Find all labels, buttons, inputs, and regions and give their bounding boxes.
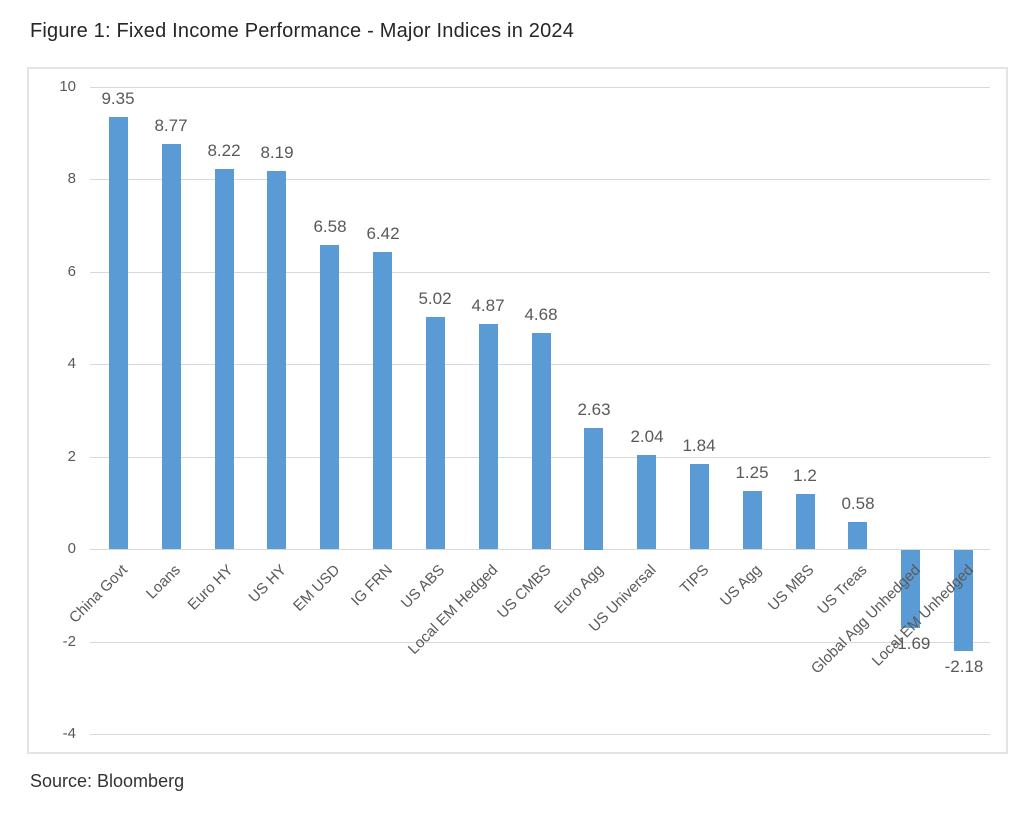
x-axis-label: Local EM Hedged xyxy=(404,561,502,658)
value-label: 6.58 xyxy=(313,217,347,236)
x-axis-label: US ABS xyxy=(397,561,449,612)
value-label: -1.69 xyxy=(891,634,931,653)
value-label: 5.02 xyxy=(418,289,452,308)
value-label: 8.22 xyxy=(207,141,241,160)
chart-area: 10 8 6 4 2 0 -2 -4 9.35 China Govt 8.77 Loans 8.22 Eu… xyxy=(27,67,1008,754)
bar-us-mbs xyxy=(796,494,815,549)
bar-ig-frn xyxy=(373,252,392,549)
value-label: 8.19 xyxy=(260,143,294,162)
figure-title: Figure 1: Fixed Income Performance - Maj… xyxy=(30,20,575,42)
value-label: 0.58 xyxy=(841,494,875,513)
bar-loans xyxy=(162,144,181,549)
bar-us-hy xyxy=(267,171,286,549)
y-axis-tick: -2 xyxy=(62,633,76,650)
bar-us-treas xyxy=(848,522,867,549)
x-axis-label: IG FRN xyxy=(347,561,396,610)
value-label: -2.18 xyxy=(944,657,984,676)
y-axis-tick: 0 xyxy=(67,540,76,557)
value-label: 4.87 xyxy=(471,296,505,315)
value-label: 4.68 xyxy=(524,305,558,324)
x-axis-label: TIPS xyxy=(676,561,713,598)
bar-euro-agg xyxy=(584,428,603,550)
value-label: 2.63 xyxy=(577,400,611,419)
x-axis-label: US Agg xyxy=(716,561,765,610)
gridline xyxy=(90,179,990,180)
bar-em-usd xyxy=(320,245,339,549)
source-caption: Source: Bloomberg xyxy=(30,771,185,791)
bar-local-em-unhedged xyxy=(954,550,973,651)
bar-local-em-hedged xyxy=(479,324,498,549)
value-label: 6.42 xyxy=(366,224,400,243)
y-axis-tick: -4 xyxy=(62,725,76,742)
x-axis-label: Loans xyxy=(142,561,184,603)
value-label: 2.04 xyxy=(630,427,664,446)
bar-us-abs xyxy=(426,317,445,549)
value-label: 8.77 xyxy=(154,116,188,135)
gridline xyxy=(90,87,990,88)
y-axis-tick: 8 xyxy=(67,170,76,187)
y-axis-tick: 4 xyxy=(67,355,76,372)
value-label: 9.35 xyxy=(101,89,135,108)
value-label: 1.2 xyxy=(793,466,817,485)
bar-china-govt xyxy=(109,117,128,549)
x-axis-label: US MBS xyxy=(764,561,818,615)
x-axis-label: China Govt xyxy=(65,561,132,627)
gridline xyxy=(90,272,990,273)
gridline xyxy=(90,642,990,643)
value-label: 1.25 xyxy=(735,463,769,482)
bar-tips xyxy=(690,464,709,549)
bar-euro-hy xyxy=(215,169,234,549)
gridline xyxy=(90,734,990,735)
bar-us-cmbs xyxy=(532,333,551,549)
x-axis-label: US CMBS xyxy=(494,561,555,622)
gridline xyxy=(90,549,990,550)
bar-global-agg-unhedged xyxy=(901,550,920,628)
bar-us-agg xyxy=(743,491,762,549)
y-axis-tick: 6 xyxy=(67,263,76,280)
x-axis-label: Euro HY xyxy=(184,561,237,614)
value-label: 1.84 xyxy=(682,436,716,455)
x-axis-label: US HY xyxy=(245,561,290,606)
y-axis-tick: 10 xyxy=(59,78,76,95)
y-axis-tick: 2 xyxy=(67,448,76,465)
x-axis-label: EM USD xyxy=(290,561,344,615)
bar-us-universal xyxy=(637,455,656,549)
